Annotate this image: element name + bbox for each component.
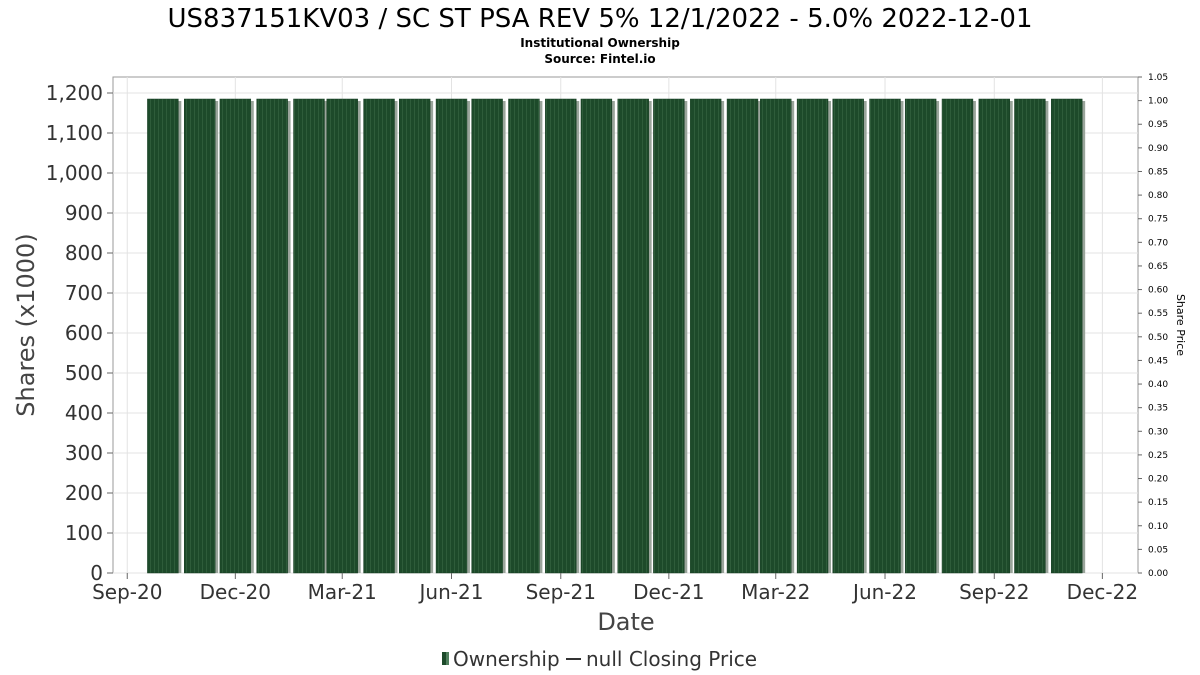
ownership-bar: [326, 98, 358, 574]
y-tick-label: 1,200: [46, 81, 103, 105]
ownership-bar: [941, 98, 974, 574]
ownership-bar: [147, 98, 179, 574]
y2-tick-label: 0.60: [1148, 286, 1168, 296]
ownership-bar: [398, 98, 431, 574]
y-tick-label: 800: [65, 241, 103, 265]
y-tick-label: 400: [65, 401, 103, 425]
ownership-bar: [363, 98, 395, 574]
y2-tick-label: 0.55: [1148, 309, 1168, 319]
ownership-bar: [471, 98, 503, 574]
x-tick-label: Sep-21: [526, 580, 596, 604]
y2-tick-label: 0.00: [1148, 569, 1168, 579]
ownership-bar: [435, 98, 468, 574]
chart-title: US837151KV03 / SC ST PSA REV 5% 12/1/202…: [168, 4, 1033, 34]
y-tick-label: 1,100: [46, 121, 103, 145]
ownership-bar: [869, 98, 901, 574]
ownership-bar: [904, 98, 937, 574]
x-tick-label: Dec-22: [1067, 580, 1138, 604]
ownership-bar: [508, 98, 540, 574]
y2-tick-label: 0.10: [1148, 522, 1168, 532]
legend-ownership-swatch: [442, 652, 446, 665]
y-tick-label: 700: [65, 281, 103, 305]
x-axis-ticks: Sep-20 Dec-20 Mar-21 Jun-21 Sep-21 Dec-21 Mar-…: [92, 573, 1138, 604]
y2-tick-label: 0.05: [1148, 545, 1168, 555]
y-tick-label: 900: [65, 201, 103, 225]
ownership-bar: [545, 98, 577, 574]
y2-tick-label: 0.50: [1148, 333, 1168, 343]
ownership-bar: [653, 98, 685, 574]
x-tick-label: Sep-20: [92, 580, 162, 604]
y-axis-ticks: 0 100 200 300 400 500 600 700 800 900 1,000 1,100 1,…: [46, 81, 113, 585]
ownership-bar: [617, 98, 649, 574]
y-tick-label: 1,000: [46, 161, 103, 185]
y2-tick-label: 0.65: [1148, 262, 1168, 272]
legend: Ownership null Closing Price: [442, 647, 757, 671]
chart-subtitle-source: Source: Fintel.io: [544, 52, 655, 66]
ownership-bar: [580, 98, 613, 574]
x-tick-label: Jun-21: [418, 580, 484, 604]
y-tick-label: 0: [90, 561, 103, 585]
y2-tick-label: 1.00: [1148, 97, 1168, 107]
x-tick-label: Mar-22: [741, 580, 810, 604]
y-tick-label: 100: [65, 521, 103, 545]
y2-tick-label: 0.90: [1148, 144, 1168, 154]
x-tick-label: Sep-22: [959, 580, 1029, 604]
ownership-bar: [1051, 98, 1083, 574]
y2-tick-label: 0.30: [1148, 427, 1168, 437]
ownership-bar: [184, 98, 216, 574]
ownership-bar: [978, 98, 1010, 574]
y-tick-label: 600: [65, 321, 103, 345]
ownership-bar: [293, 98, 325, 574]
x-axis-title: Date: [597, 608, 654, 636]
ownership-bar: [689, 98, 722, 574]
y2-tick-label: 0.40: [1148, 380, 1168, 390]
chart-subtitle-ownership: Institutional Ownership: [520, 36, 680, 50]
ownership-bars: [147, 98, 1086, 574]
ownership-bar: [796, 98, 829, 574]
ownership-bar: [1014, 98, 1046, 574]
y2-tick-label: 0.70: [1148, 238, 1168, 248]
ownership-bar: [726, 98, 759, 574]
legend-ownership-label: Ownership: [453, 647, 560, 671]
ownership-bar: [219, 98, 252, 574]
legend-ownership-swatch-edge: [446, 652, 449, 665]
y-tick-label: 500: [65, 361, 103, 385]
x-tick-label: Dec-20: [200, 580, 271, 604]
y2-axis-title: Share Price: [1174, 294, 1187, 356]
x-tick-label: Dec-21: [633, 580, 704, 604]
y2-tick-label: 0.75: [1148, 215, 1168, 225]
x-tick-label: Jun-22: [851, 580, 917, 604]
y2-tick-label: 0.20: [1148, 475, 1168, 485]
ownership-bar: [256, 98, 288, 574]
y2-tick-label: 0.85: [1148, 167, 1168, 177]
x-tick-label: Mar-21: [308, 580, 377, 604]
y2-tick-label: 0.15: [1148, 498, 1168, 508]
y2-tick-label: 0.45: [1148, 356, 1168, 366]
y-tick-label: 300: [65, 441, 103, 465]
y2-tick-label: 1.05: [1148, 73, 1168, 83]
y2-axis-ticks: 0.00 0.05 0.10 0.15 0.20 0.25 0.30 0.35 0.40 0.45…: [1138, 73, 1168, 579]
y-axis-title: Shares (x1000): [12, 233, 40, 416]
legend-price-label: null Closing Price: [586, 647, 757, 671]
y2-tick-label: 0.25: [1148, 451, 1168, 461]
ownership-bar: [760, 98, 792, 574]
y2-tick-label: 0.95: [1148, 120, 1168, 130]
y2-tick-label: 0.80: [1148, 191, 1168, 201]
y2-tick-label: 0.35: [1148, 404, 1168, 414]
y-tick-label: 200: [65, 481, 103, 505]
ownership-bar: [832, 98, 864, 574]
